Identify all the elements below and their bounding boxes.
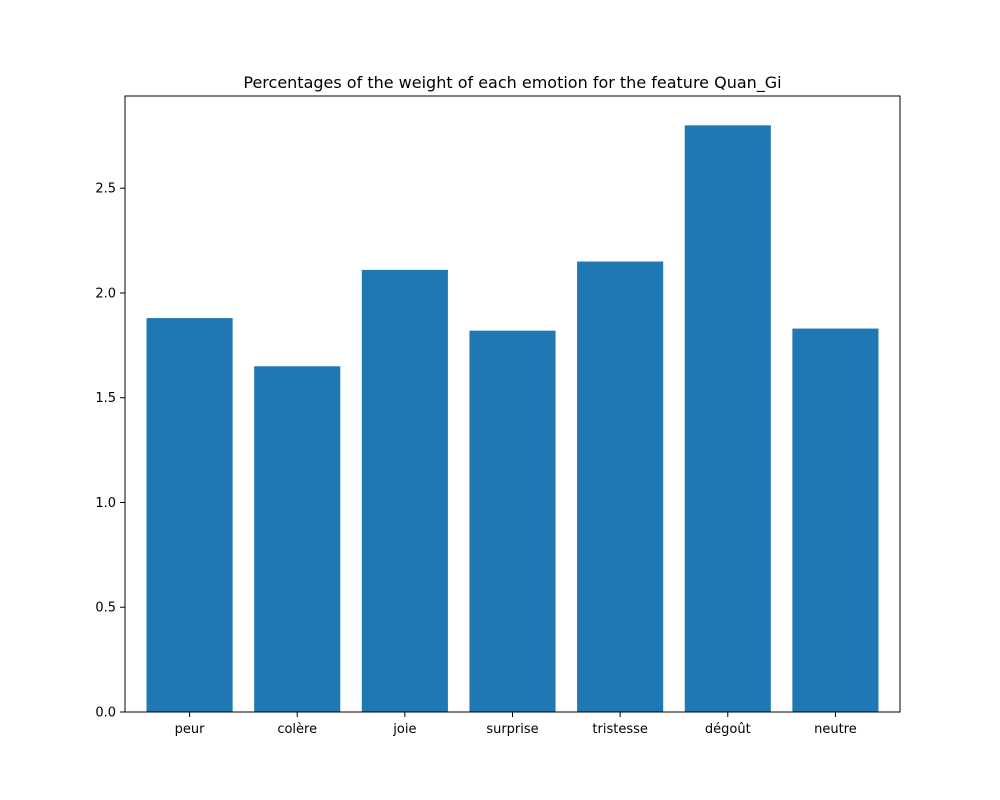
bar-peur <box>146 318 233 712</box>
bar-tristesse <box>577 261 664 712</box>
chart-title: Percentages of the weight of each emotio… <box>243 73 781 93</box>
plot-frame <box>124 95 901 713</box>
x-tick-label: colère <box>277 722 317 737</box>
x-tick-label: tristesse <box>592 722 647 737</box>
y-tick-label: 0.0 <box>95 706 116 721</box>
bar-joie <box>361 269 448 712</box>
x-tick-label: peur <box>175 722 205 737</box>
bars <box>146 125 879 713</box>
bar-dégoût <box>684 125 771 713</box>
y-tick-label: 2.0 <box>95 286 116 301</box>
y-tick-label: 2.5 <box>95 182 116 197</box>
x-axis: peur colère joie surprise tristesse dégoût neu… <box>175 712 857 737</box>
y-tick-label: 0.5 <box>95 601 116 616</box>
x-tick-label: neutre <box>814 722 857 737</box>
x-tick-label: joie <box>392 722 416 737</box>
x-tick-label: surprise <box>486 722 538 737</box>
bar-neutre <box>792 328 879 712</box>
x-tick-label: dégoût <box>705 722 751 737</box>
bar-surprise <box>469 330 556 712</box>
y-tick-label: 1.5 <box>95 391 116 406</box>
y-tick-label: 1.0 <box>95 496 116 511</box>
y-axis: 0.0 0.5 1.0 1.5 2.0 2.5 <box>95 182 125 721</box>
bar-colère <box>254 366 341 712</box>
